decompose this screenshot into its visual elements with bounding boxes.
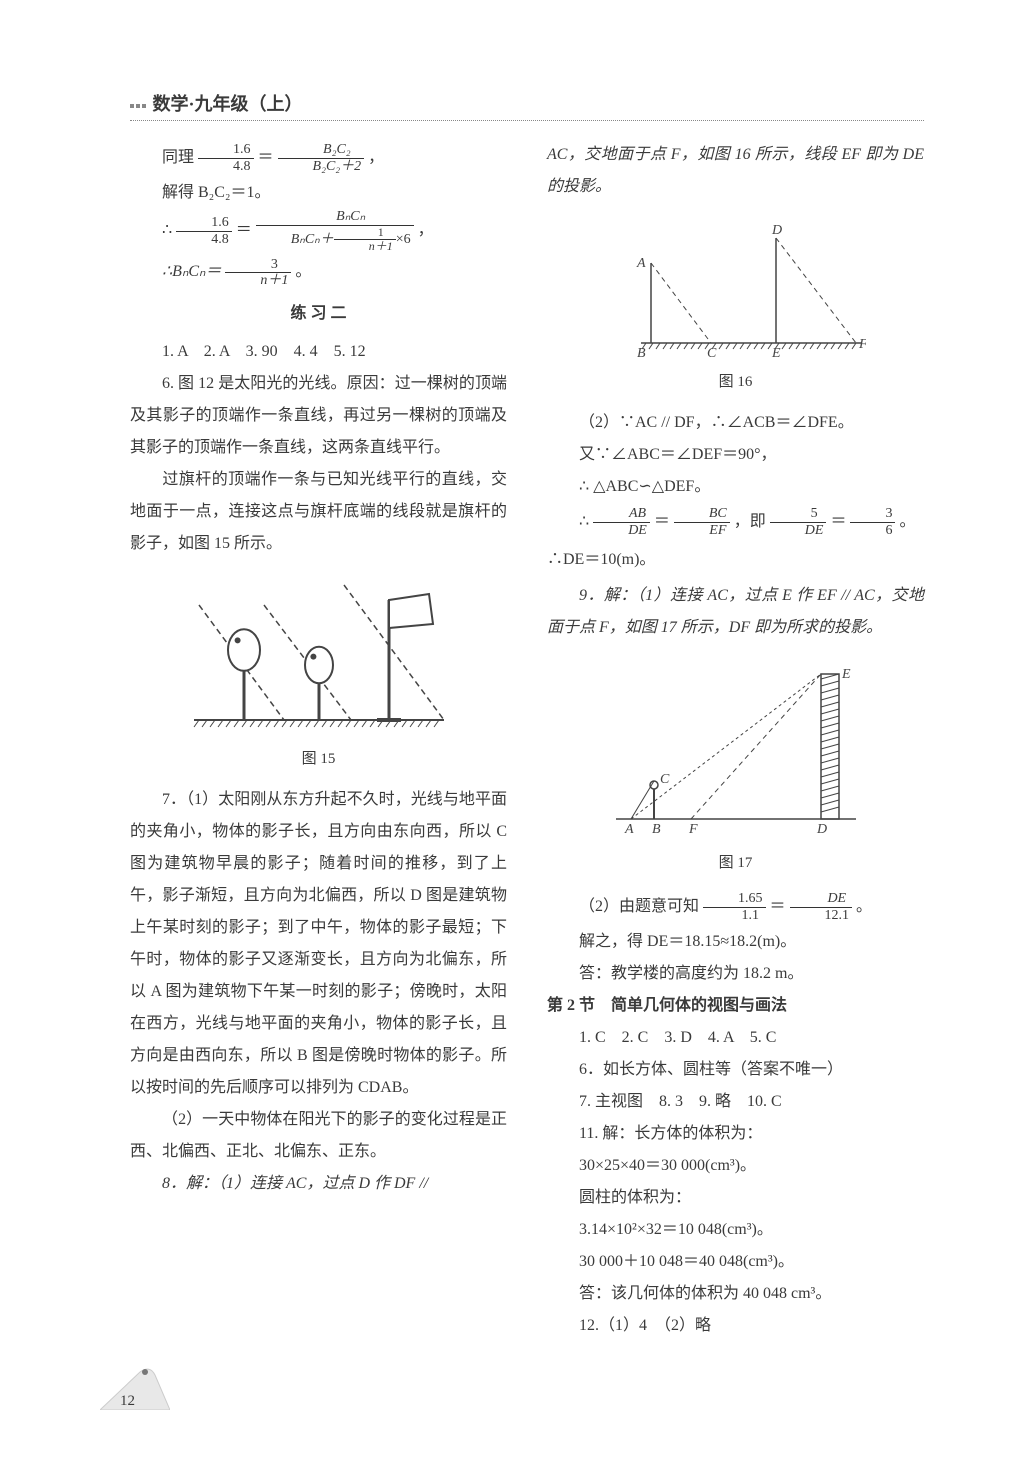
- fraction: 3n＋1: [225, 257, 291, 289]
- sec2-q11c: 圆柱的体积为：: [547, 1182, 924, 1214]
- fraction: 1.64.8: [176, 215, 232, 247]
- fraction: BₙCₙ BₙCₙ＋1n＋1×6: [256, 209, 414, 253]
- q6-para-b: 过旗杆的顶端作一条与已知光线平行的直线，交地面于一点，连接这点与旗杆底端的线段就…: [130, 464, 507, 560]
- sec2-q11a: 11. 解：长方体的体积为：: [547, 1118, 924, 1150]
- text: 同理: [162, 149, 194, 166]
- svg-text:C: C: [660, 772, 670, 787]
- svg-text:D: D: [816, 822, 827, 837]
- header-title: 数学·九年级（上）: [153, 94, 303, 114]
- svg-text:A: A: [636, 256, 646, 271]
- page: 数学·九年级（上） 同理 1.64.8 ＝ B₂C₂B₂C₂＋2 ， 解得 B₂…: [0, 0, 1024, 1460]
- section-2-title: 第 2 节 简单几何体的视图与画法: [547, 990, 924, 1022]
- svg-text:F: F: [688, 822, 698, 837]
- text: 。: [295, 263, 311, 280]
- figure-17: A B C F D E 图 17: [547, 654, 924, 878]
- text: BₙCₙ＋: [291, 232, 334, 247]
- svg-text:A: A: [624, 822, 634, 837]
- eq-line-3: ∴ 1.64.8 ＝ BₙCₙ BₙCₙ＋1n＋1×6 ，: [130, 209, 507, 253]
- svg-text:B: B: [637, 346, 646, 361]
- sec2-q12: 12.（1）4 （2）略: [547, 1310, 924, 1342]
- figure-16-caption: 图 16: [547, 367, 924, 397]
- q9-c: 解之，得 DE＝18.15≈18.2(m)。: [547, 926, 924, 958]
- eq-line-4: ∴BₙCₙ＝ 3n＋1 。: [130, 253, 507, 291]
- q8-step3: ∴ △ABC∽△DEF。: [547, 471, 924, 503]
- q8-cont: AC，交地面于点 F，如图 16 所示，线段 EF 即为 DE 的投影。: [547, 139, 924, 203]
- svg-text:B: B: [652, 822, 661, 837]
- answer-line: 1. A 2. A 3. 90 4. 4 5. 12: [130, 336, 507, 368]
- page-number: 12: [120, 1393, 135, 1410]
- q9-a: 9．解：（1）连接 AC，过点 E 作 EF // AC，交地面于点 F，如图 …: [547, 580, 924, 644]
- text: ＝: [236, 222, 252, 239]
- svg-text:F: F: [858, 337, 866, 352]
- text: ＝: [258, 149, 274, 166]
- eq-line-1: 同理 1.64.8 ＝ B₂C₂B₂C₂＋2 ，: [130, 139, 507, 177]
- sec2-answers: 1. C 2. C 3. D 4. A 5. C: [547, 1022, 924, 1054]
- q8-step4: ∴ ABDE ＝ BCEF ，即 5DE ＝ 36 。∴DE＝10(m)。: [547, 503, 924, 580]
- q8-step1: （2）∵AC // DF，∴∠ACB＝∠DFE。: [547, 407, 924, 439]
- figure-17-svg: A B C F D E: [606, 654, 866, 844]
- svg-text:D: D: [771, 223, 782, 238]
- sec2-q6: 6．如长方体、圆柱等（答案不唯一）: [547, 1054, 924, 1086]
- q9-d: 答：教学楼的高度约为 18.2 m。: [547, 958, 924, 990]
- text: ，: [368, 149, 384, 166]
- figure-15-svg: [189, 570, 449, 740]
- text: ×6: [396, 232, 411, 247]
- sec2-q11e: 30 000＋10 048＝40 048(cm³)。: [547, 1246, 924, 1278]
- figure-16: A B C D E F 图 16: [547, 213, 924, 397]
- q8-step2: 又∵∠ABC＝∠DEF＝90°，: [547, 439, 924, 471]
- figure-17-caption: 图 17: [547, 848, 924, 878]
- text: ∴BₙCₙ＝: [162, 263, 221, 280]
- q8-line: 8．解：（1）连接 AC，过点 D 作 DF //: [130, 1168, 507, 1200]
- figure-16-svg: A B C D E F: [606, 213, 866, 363]
- q6-para-a: 6. 图 12 是太阳光的光线。原因：过一棵树的顶端及其影子的顶端作一条直线，再…: [130, 368, 507, 464]
- q7-para-a: 7．（1）太阳刚从东方升起不久时，光线与地平面的夹角小，物体的影子长，且方向由东…: [130, 784, 507, 1104]
- fraction: 1.64.8: [198, 142, 254, 174]
- sec2-q11d: 3.14×10²×32＝10 048(cm³)。: [547, 1214, 924, 1246]
- sec2-q11f: 答：该几何体的体积为 40 048 cm³。: [547, 1278, 924, 1310]
- eq-line-2: 解得 B₂C₂＝1。: [130, 177, 507, 209]
- text: ∴: [162, 222, 172, 239]
- text: ，: [418, 222, 434, 239]
- sec2-q11b: 30×25×40＝30 000(cm³)。: [547, 1150, 924, 1182]
- fraction: B₂C₂B₂C₂＋2: [278, 142, 365, 174]
- svg-text:E: E: [771, 346, 781, 361]
- page-corner-icon: [100, 1360, 170, 1410]
- svg-text:C: C: [707, 346, 717, 361]
- svg-text:E: E: [841, 667, 851, 682]
- columns: 同理 1.64.8 ＝ B₂C₂B₂C₂＋2 ， 解得 B₂C₂＝1。 ∴ 1.…: [130, 139, 924, 1342]
- left-column: 同理 1.64.8 ＝ B₂C₂B₂C₂＋2 ， 解得 B₂C₂＝1。 ∴ 1.…: [130, 139, 507, 1342]
- page-header: 数学·九年级（上）: [130, 90, 924, 121]
- exercise-2-title: 练 习 二: [130, 298, 507, 330]
- fraction: 1n＋1: [334, 226, 396, 253]
- q9-b: （2）由题意可知 1.651.1 ＝ DE12.1 。: [547, 888, 924, 926]
- figure-15: 图 15: [130, 570, 507, 774]
- sec2-q7-10: 7. 主视图 8. 3 9. 略 10. C: [547, 1086, 924, 1118]
- figure-15-caption: 图 15: [130, 744, 507, 774]
- q7-para-b: （2）一天中物体在阳光下的影子的变化过程是正西、北偏西、正北、北偏东、正东。: [130, 1104, 507, 1168]
- right-column: AC，交地面于点 F，如图 16 所示，线段 EF 即为 DE 的投影。 A B C…: [547, 139, 924, 1342]
